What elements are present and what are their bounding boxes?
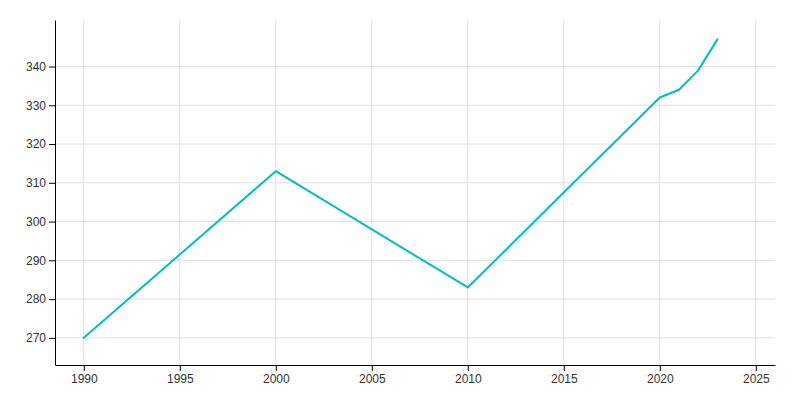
y-axis-tick-mark <box>49 299 55 300</box>
grid-line-x <box>83 20 84 365</box>
x-axis-tick-mark <box>372 365 373 371</box>
y-axis-tick-label: 310 <box>26 176 46 190</box>
line <box>84 39 718 337</box>
y-axis-tick-mark <box>49 222 55 223</box>
y-axis-tick: 330 <box>26 99 55 113</box>
grid-line-x <box>371 20 372 365</box>
x-axis-line <box>56 365 776 366</box>
grid-line-y <box>55 66 775 67</box>
y-axis-tick: 300 <box>26 215 55 229</box>
x-axis-tick-label: 2015 <box>551 372 578 386</box>
y-axis-tick-label: 290 <box>26 254 46 268</box>
y-axis-tick-label: 300 <box>26 215 46 229</box>
x-axis-tick-mark <box>84 365 85 371</box>
y-axis-tick-mark <box>49 338 55 339</box>
y-axis-tick-mark <box>49 144 55 145</box>
x-axis-tick: 2010 <box>455 365 482 386</box>
x-axis-tick-label: 1995 <box>167 372 194 386</box>
grid-line-x <box>179 20 180 365</box>
grid-line-x <box>467 20 468 365</box>
x-axis-tick: 1990 <box>71 365 98 386</box>
x-axis-tick: 1995 <box>167 365 194 386</box>
y-axis-tick: 310 <box>26 176 55 190</box>
x-axis-tick-mark <box>276 365 277 371</box>
y-axis-tick-mark <box>49 105 55 106</box>
y-axis-tick: 280 <box>26 292 55 306</box>
grid-line-y <box>55 260 775 261</box>
plot-area <box>84 39 718 337</box>
y-axis-tick-label: 280 <box>26 292 46 306</box>
grid-line-x <box>659 20 660 365</box>
x-axis-tick-mark <box>180 365 181 371</box>
y-axis-tick-mark <box>49 67 55 68</box>
y-axis-tick-label: 330 <box>26 99 46 113</box>
x-axis-tick-label: 2000 <box>263 372 290 386</box>
x-axis: 1990 1995 2000 2005 2010 2015 2020 2025 <box>56 365 776 386</box>
y-axis-tick: 270 <box>26 331 55 345</box>
grid-line-y <box>55 144 775 145</box>
y-axis-tick: 290 <box>26 254 55 268</box>
x-axis-tick-mark <box>468 365 469 371</box>
y-axis-tick-mark <box>49 183 55 184</box>
x-axis-tick: 2025 <box>743 365 770 386</box>
y-axis-tick-label: 270 <box>26 331 46 345</box>
grid <box>55 20 775 365</box>
y-axis-tick-mark <box>49 260 55 261</box>
y-axis-tick-label: 320 <box>26 137 46 151</box>
grid-line-y <box>55 221 775 222</box>
grid-line-y <box>55 105 775 106</box>
x-axis-tick: 2020 <box>647 365 674 386</box>
x-axis-tick-label: 1990 <box>71 372 98 386</box>
grid-line-y <box>55 337 775 338</box>
x-axis-tick-label: 2020 <box>647 372 674 386</box>
x-axis-tick-mark <box>660 365 661 371</box>
y-axis: 270 280 290 300 310 320 330 340 <box>26 21 56 366</box>
grid-line-x <box>275 20 276 365</box>
grid-line-y <box>55 299 775 300</box>
grid-line-y <box>55 182 775 183</box>
x-axis-tick: 2000 <box>263 365 290 386</box>
y-axis-tick: 320 <box>26 137 55 151</box>
y-axis-tick-label: 340 <box>26 60 46 74</box>
x-axis-tick: 2015 <box>551 365 578 386</box>
y-axis-line <box>55 21 56 366</box>
x-axis-tick-label: 2010 <box>455 372 482 386</box>
x-axis-tick-mark <box>564 365 565 371</box>
x-axis-tick-label: 2005 <box>359 372 386 386</box>
y-axis-tick: 340 <box>26 60 55 74</box>
x-axis-tick: 2005 <box>359 365 386 386</box>
grid-line-x <box>755 20 756 365</box>
chart: 1990 1995 2000 2005 2010 2015 2020 2025 270 280 29… <box>0 0 800 400</box>
x-axis-tick-label: 2025 <box>743 372 770 386</box>
x-axis-tick-mark <box>756 365 757 371</box>
